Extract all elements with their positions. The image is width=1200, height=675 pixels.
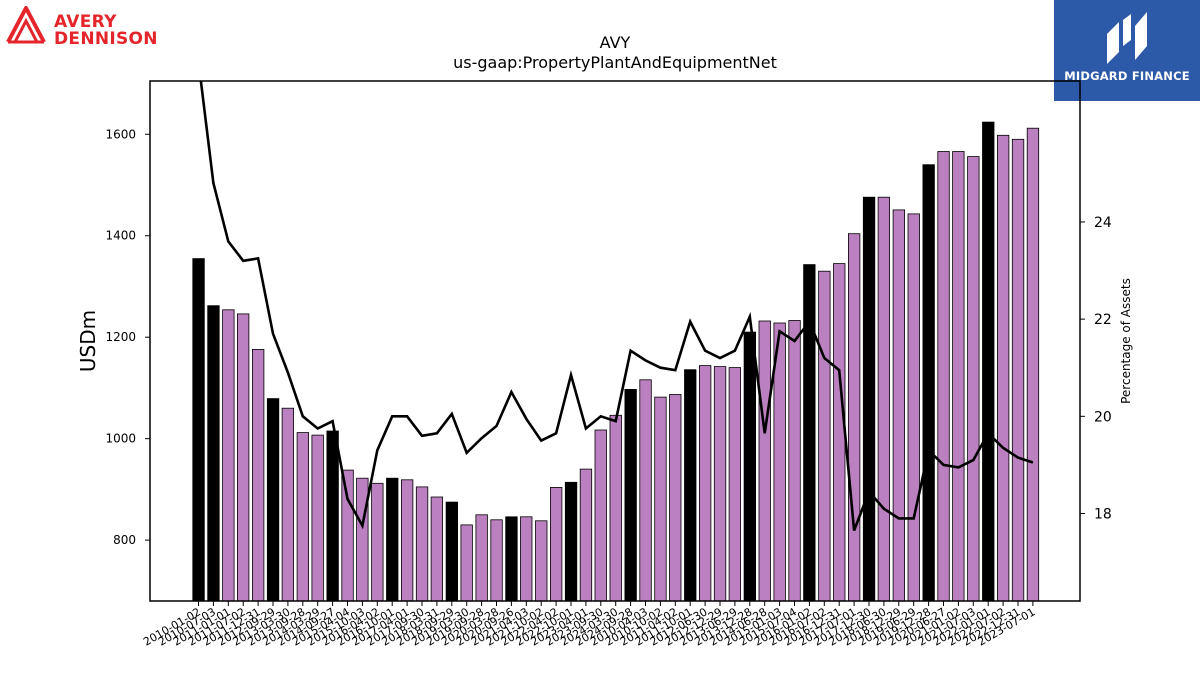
bar-2015-04-04 (490, 519, 503, 602)
bar-2018-03-31 (669, 394, 682, 602)
bar-2022-07-02 (922, 164, 935, 602)
chart-subtitle: us-gaap:PropertyPlantAndEquipmentNet (453, 53, 777, 72)
y2-axis-label: Percentage of Assets (1119, 278, 1133, 404)
bar-2020-09-26 (818, 270, 831, 602)
bar-2023-07-01 (982, 121, 995, 602)
bar-2016-04-02 (550, 486, 563, 602)
bar-2010-07-03 (222, 309, 235, 602)
bar-2022-10-01 (937, 151, 950, 602)
bar-2018-09-29 (699, 365, 712, 602)
bar-2011-01-01 (251, 348, 265, 602)
bar-2019-03-30 (728, 367, 741, 602)
bar-2012-12-29 (356, 477, 369, 602)
bar-2017-04-01 (609, 414, 622, 602)
y2-tick-label-20: 20 (1094, 409, 1112, 425)
bar-2020-03-28 (788, 320, 801, 602)
bar-2015-10-03 (520, 516, 533, 602)
y-tick-label-1600: 1600 (105, 127, 136, 141)
bar-2012-09-29 (341, 469, 354, 602)
bar-2010-04-03 (207, 305, 220, 602)
bar-2021-07-03 (862, 196, 876, 602)
bar-2011-10-01 (296, 432, 310, 602)
y2-tick-label-22: 22 (1094, 312, 1112, 328)
bar-2022-12-31 (952, 151, 965, 602)
bar-2013-06-29 (386, 477, 399, 602)
plot-frame (149, 80, 1081, 602)
midgard-finance-logo: MIDGARD FINANCE (1054, 0, 1200, 101)
right-axis-ticks: 18 20 22 24 (1080, 215, 1112, 523)
bar-2013-09-28 (400, 479, 414, 602)
bar-2021-01-02 (833, 263, 846, 602)
bar-series (192, 121, 1040, 602)
bar-2017-09-30 (639, 379, 652, 602)
x-axis-ticks: 2010-01-022010-07-032011-01-012011-07-02… (141, 601, 1037, 649)
bar-2014-03-29 (430, 496, 444, 602)
left-axis-ticks: 800 1000 1200 1400 1600 (105, 127, 150, 547)
avery-dennison-logo: AVERY DENNISON (4, 4, 174, 48)
bar-2015-07-04 (505, 516, 518, 602)
bar-2022-04-02 (907, 213, 920, 602)
bar-2021-10-02 (877, 196, 890, 602)
y-tick-label-800: 800 (113, 533, 136, 547)
bar-2010-01-02 (192, 258, 205, 602)
bar-2018-12-29 (713, 366, 727, 602)
percentage-line (199, 81, 1034, 531)
bar-2016-01-02 (535, 520, 548, 602)
bar-2016-07-02 (564, 481, 578, 602)
y-tick-label-1200: 1200 (105, 330, 136, 344)
y-tick-label-1400: 1400 (105, 229, 136, 243)
bar-2023-12-30 (1011, 138, 1025, 602)
bar-2011-04-02 (266, 398, 280, 602)
midgard-mark-icon (1107, 12, 1147, 64)
bar-2013-03-30 (371, 482, 384, 602)
bar-2023-09-30 (997, 134, 1010, 602)
y2-tick-label-18: 18 (1094, 507, 1112, 523)
y-axis-label: USDm (76, 310, 100, 372)
bar-2011-12-31 (311, 434, 324, 602)
bar-2013-12-28 (415, 486, 429, 602)
bar-2022-01-01 (892, 209, 905, 602)
bar-2023-04-01 (967, 156, 980, 602)
bar-2011-07-02 (281, 407, 295, 602)
bar-2014-09-27 (460, 524, 473, 602)
bar-2020-06-27 (803, 264, 816, 602)
bar-2015-01-03 (475, 514, 488, 602)
bar-2016-12-31 (594, 429, 607, 602)
y-tick-label-1000: 1000 (105, 432, 136, 446)
bar-2010-10-02 (236, 313, 250, 602)
bar-2014-06-28 (445, 501, 459, 602)
bar-2017-07-01 (624, 388, 637, 602)
chart-title: AVY (599, 33, 631, 52)
bar-2012-06-30 (326, 430, 339, 602)
bar-2021-04-03 (848, 233, 861, 602)
bar-2024-03-30 (1026, 127, 1040, 602)
bar-2017-12-30 (654, 396, 667, 602)
y2-tick-label-24: 24 (1094, 215, 1112, 231)
bar-2019-09-28 (758, 320, 771, 602)
avery-dennison-mark-icon (6, 6, 46, 44)
bar-2019-06-29 (743, 331, 756, 602)
bar-2016-10-01 (579, 468, 593, 602)
bar-2018-06-30 (684, 369, 697, 602)
brand-line-1: AVERY (54, 12, 117, 32)
midgard-finance-label: MIDGARD FINANCE (1064, 69, 1190, 83)
brand-line-2: DENNISON (54, 29, 158, 49)
line-series (199, 81, 1034, 531)
